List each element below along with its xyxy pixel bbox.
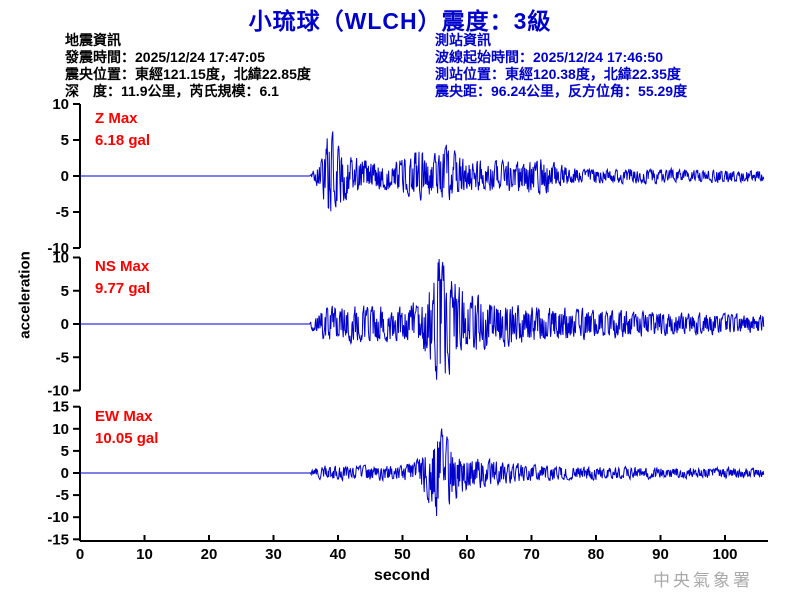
x-tick-label: 90 — [652, 546, 669, 563]
x-tick-label: 70 — [523, 546, 540, 563]
ns-max-value: 9.77 gal — [95, 280, 151, 297]
y-tick-label-EW: 0 — [61, 465, 69, 482]
x-tick-label: 20 — [201, 546, 218, 563]
origin-time: 發震時間：2025/12/24 17:47:05 — [65, 49, 265, 65]
y-tick-label-EW: 10 — [52, 421, 69, 438]
y-tick-label-Z: 0 — [61, 168, 69, 185]
ns-max-title: NS Max — [95, 258, 150, 275]
z-max-value: 6.18 gal — [95, 132, 151, 149]
y-tick-label-EW: -15 — [47, 531, 69, 548]
trace-Z — [80, 131, 765, 212]
y-tick-label-NS: -5 — [56, 349, 69, 366]
y-axis-label: acceleration — [16, 251, 34, 339]
depth-magnitude: 深 度：11.9公里，芮氏規模：6.1 — [65, 83, 279, 99]
x-tick-label: 100 — [712, 546, 737, 563]
y-tick-label-Z: 10 — [52, 96, 69, 113]
x-tick-label: 80 — [588, 546, 605, 563]
y-tick-label-NS: 0 — [61, 316, 69, 333]
x-tick-label: 30 — [265, 546, 282, 563]
y-tick-label-NS: 10 — [52, 250, 69, 267]
ew-max-value: 10.05 gal — [95, 430, 159, 447]
x-tick-label: 50 — [394, 546, 411, 563]
ew-max-label: EW Max 10.05 gal — [95, 406, 158, 450]
earthquake-info-heading: 地震資訊 — [65, 32, 121, 48]
z-max-label: Z Max 6.18 gal — [95, 108, 150, 152]
y-tick-label-NS: 5 — [61, 283, 69, 300]
epicentral-distance-azimuth: 震央距：96.24公里，反方位角：55.29度 — [435, 83, 688, 99]
trace-NS — [80, 258, 765, 380]
page-title: 小琉球（WLCH）震度：3級 — [248, 8, 552, 34]
x-axis-label: second — [373, 567, 431, 584]
y-tick-label-EW: 15 — [52, 399, 69, 416]
x-tick-label: 0 — [76, 546, 84, 563]
station-info: 測站資訊 波線起始時間：2025/12/24 17:46:50 測站位置：東經1… — [435, 32, 687, 100]
earthquake-info: 地震資訊 發震時間：2025/12/24 17:47:05 震央位置：東經121… — [65, 32, 311, 100]
y-tick-label-Z: -10 — [47, 240, 69, 257]
station-location: 測站位置：東經120.38度，北緯22.35度 — [435, 66, 681, 82]
y-tick-label-NS: -10 — [47, 383, 69, 400]
waveform-start-time: 波線起始時間：2025/12/24 17:46:50 — [435, 49, 663, 65]
y-tick-label-EW: 5 — [61, 443, 69, 460]
station-info-heading: 測站資訊 — [435, 32, 491, 48]
x-tick-label: 60 — [459, 546, 476, 563]
y-tick-label-EW: -10 — [47, 509, 69, 526]
y-tick-label-Z: 5 — [61, 132, 69, 149]
ew-max-title: EW Max — [95, 408, 153, 425]
epicenter-location: 震央位置：東經121.15度，北緯22.85度 — [65, 66, 311, 82]
agency-watermark: 中央氣象署 — [653, 571, 753, 590]
trace-EW — [80, 428, 765, 517]
x-tick-label: 40 — [330, 546, 347, 563]
y-tick-label-EW: -5 — [56, 487, 69, 504]
y-tick-label-Z: -5 — [56, 204, 69, 221]
z-max-title: Z Max — [95, 110, 138, 127]
ns-max-label: NS Max 9.77 gal — [95, 256, 150, 300]
x-tick-label: 10 — [136, 546, 153, 563]
